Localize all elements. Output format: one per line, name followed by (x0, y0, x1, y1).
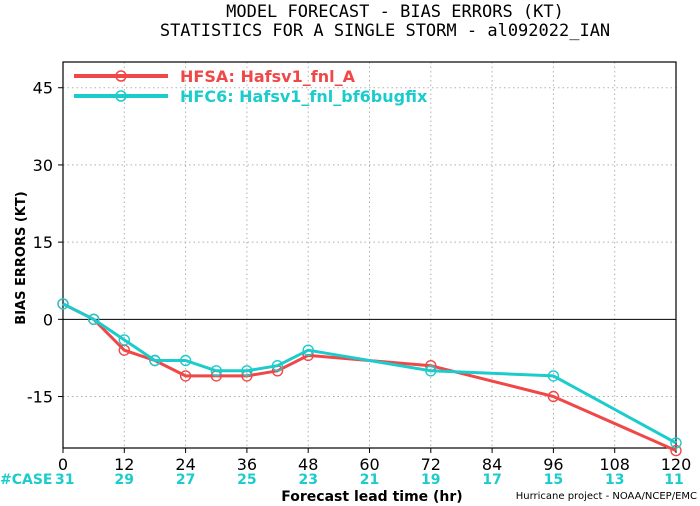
case-label: #CASE (0, 472, 53, 488)
plot-frame (62, 61, 677, 449)
credit-text: Hurricane project - NOAA/NCEP/EMC (516, 491, 697, 502)
series-1-point-3 (149, 354, 161, 367)
series-line-1 (62, 302, 677, 445)
case-count-2: 27 (176, 472, 195, 488)
y-tick-label-0: 45 (33, 79, 53, 98)
case-count-10: 11 (664, 472, 683, 488)
series-1-point-1 (87, 313, 100, 325)
x-tick-label-0: 0 (58, 455, 68, 474)
chart-subtitle: STATISTICS FOR A SINGLE STORM - al092022… (160, 21, 610, 41)
legend-label-0: HFSA: Hafsv1_fnl_A (180, 67, 356, 86)
x-axis-label: Forecast lead time (hr) (281, 489, 462, 505)
y-axis-ticks: 45 30 15 0 -15 (27, 79, 63, 407)
legend-marker-1 (115, 90, 127, 102)
y-tick-label-2: 15 (33, 233, 53, 252)
case-count-0: 31 (55, 472, 74, 488)
case-count-3: 25 (237, 472, 256, 488)
case-count-9: 13 (605, 472, 624, 488)
x-tick-label-3: 36 (237, 455, 257, 474)
series-0-point-11 (670, 444, 682, 457)
series-0-point-10 (547, 390, 560, 403)
series-1-point-6 (241, 365, 253, 377)
y-axis-label: BIAS ERRORS (KT) (14, 191, 29, 324)
legend-label-1: HFC6: Hafsv1_fnl_bf6bugfix (180, 87, 428, 106)
series-1-point-5 (210, 365, 223, 377)
x-tick-label-4: 48 (298, 455, 318, 474)
series-1 (57, 298, 682, 449)
series-1-point-4 (179, 354, 192, 367)
case-count-8: 15 (544, 472, 563, 488)
series-1-point-2 (118, 334, 131, 346)
y-tick-label-3: 0 (43, 310, 53, 329)
legend-marker-0 (115, 70, 127, 82)
case-count-4: 23 (298, 472, 317, 488)
series-1-point-7 (271, 360, 284, 372)
grid-lines (63, 62, 676, 448)
y-tick-label-4: -15 (27, 388, 53, 407)
x-tick-label-2: 24 (175, 455, 195, 474)
series-1-point-0 (57, 298, 69, 310)
case-count-7: 17 (482, 472, 501, 488)
x-axis-ticks: 0 12 24 36 48 60 72 84 96 108 120 (58, 448, 691, 474)
series-layer (57, 298, 682, 457)
x-tick-label-8: 96 (543, 455, 563, 474)
chart-title: MODEL FORECAST - BIAS ERRORS (KT) (226, 2, 564, 22)
case-count-row: #CASE 31 29 27 25 23 21 19 17 15 13 11 (0, 472, 684, 488)
y-tick-label-1: 30 (33, 156, 53, 175)
x-tick-label-1: 12 (114, 455, 134, 474)
case-count-5: 21 (360, 472, 379, 488)
series-1-point-9 (425, 365, 437, 377)
series-1-point-8 (302, 344, 314, 356)
x-tick-label-7: 84 (482, 455, 502, 474)
x-tick-label-9: 108 (599, 455, 630, 474)
case-count-6: 19 (421, 472, 440, 488)
series-0-point-4 (179, 370, 192, 382)
series-1-point-10 (547, 370, 560, 382)
series-1-point-11 (670, 437, 682, 449)
x-tick-label-10: 120 (661, 455, 692, 474)
x-tick-label-6: 72 (421, 455, 441, 474)
x-tick-label-5: 60 (359, 455, 379, 474)
case-count-1: 29 (115, 472, 134, 488)
